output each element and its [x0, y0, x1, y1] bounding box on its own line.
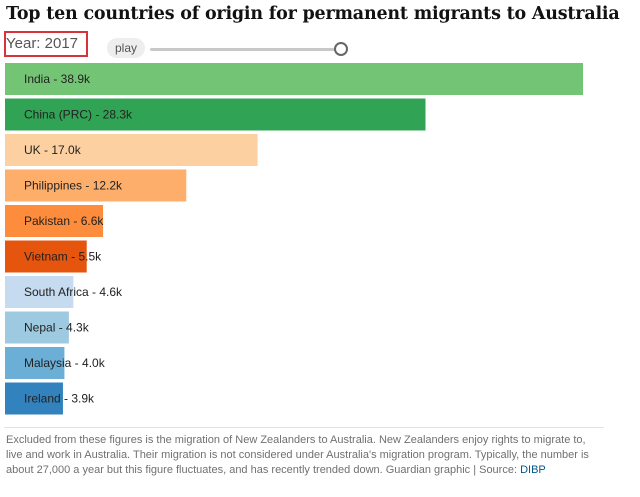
- bar-label: Vietnam - 5.5k: [24, 250, 102, 264]
- year-slider-track[interactable]: [150, 48, 342, 51]
- play-button[interactable]: play: [107, 38, 145, 58]
- bar-uk: [5, 134, 258, 166]
- bar-label: Pakistan - 6.6k: [24, 214, 104, 228]
- bar-label: Philippines - 12.2k: [24, 179, 123, 193]
- year-slider-handle[interactable]: [334, 42, 348, 56]
- year-highlight-box: [4, 31, 88, 57]
- chart-title: Top ten countries of origin for permanen…: [6, 4, 620, 24]
- bar-label: India - 38.9k: [24, 72, 91, 86]
- bar-malaysia: [5, 347, 65, 379]
- footnote: Excluded from these figures is the migra…: [6, 433, 602, 478]
- bar-label: UK - 17.0k: [24, 143, 82, 157]
- source-link[interactable]: DIBP: [520, 464, 546, 476]
- bar-chart: India - 38.9k China (PRC) - 28.3k UK - 17.…: [5, 63, 583, 415]
- bar-label: Malaysia - 4.0k: [24, 356, 106, 370]
- footnote-text: Excluded from these figures is the migra…: [6, 434, 589, 476]
- bar-vietnam: [5, 240, 87, 273]
- footnote-divider: [4, 427, 604, 428]
- bar-india: [5, 63, 583, 95]
- bar-label: Nepal - 4.3k: [24, 321, 90, 335]
- bar-label: South Africa - 4.6k: [24, 285, 123, 299]
- bar-label: China (PRC) - 28.3k: [24, 108, 133, 122]
- bar-pakistan: [5, 205, 104, 237]
- bar-nepal: [5, 311, 69, 344]
- bar-philippines: [5, 169, 187, 202]
- bar-ireland: [5, 382, 63, 415]
- year-label: Year: 2017: [6, 35, 79, 52]
- bar-south-africa: [5, 276, 74, 308]
- bar-china-prc: [5, 98, 426, 131]
- bar-label: Ireland - 3.9k: [24, 392, 95, 406]
